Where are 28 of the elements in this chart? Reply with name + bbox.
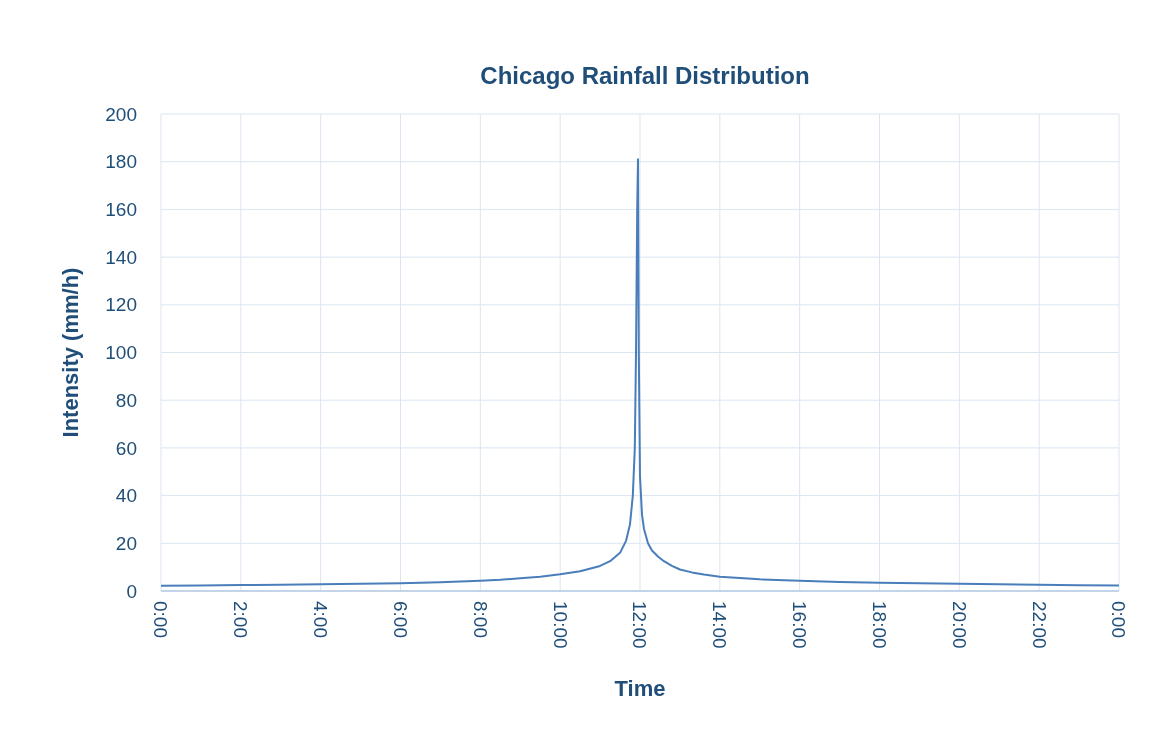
y-tick-label: 80 xyxy=(115,389,137,411)
x-tick-label: 14:00 xyxy=(709,601,731,649)
x-tick-label: 0:00 xyxy=(150,601,172,638)
line-series xyxy=(160,158,1120,587)
y-tick-label: 0 xyxy=(126,580,137,602)
y-tick-label: 200 xyxy=(105,103,137,125)
x-tick-label: 16:00 xyxy=(789,601,811,649)
x-tick-label: 12:00 xyxy=(629,601,651,649)
y-tick-label: 120 xyxy=(105,294,137,316)
x-tick-label: 10:00 xyxy=(549,601,571,649)
x-tick-label: 22:00 xyxy=(1028,601,1050,649)
y-tick-label: 100 xyxy=(105,342,137,364)
y-tick-label: 60 xyxy=(115,437,137,459)
y-tick-label: 20 xyxy=(115,532,137,554)
y-tick-label: 40 xyxy=(115,485,137,507)
x-tick-label: 8:00 xyxy=(469,601,491,638)
x-tick-label: 0:00 xyxy=(1108,601,1130,638)
y-tick-label: 140 xyxy=(105,246,137,268)
x-tick-label: 6:00 xyxy=(389,601,411,638)
x-tick-label: 4:00 xyxy=(310,601,332,638)
y-axis-title: Intensity (mm/h) xyxy=(58,267,83,438)
chart-title: Chicago Rainfall Distribution xyxy=(480,62,810,89)
y-tick-label: 180 xyxy=(105,151,137,173)
x-tick-label: 20:00 xyxy=(948,601,970,649)
x-tick-label: 2:00 xyxy=(230,601,252,638)
y-tick-label: 160 xyxy=(105,199,137,221)
x-tick-label: 18:00 xyxy=(868,601,890,649)
x-axis-title: Time xyxy=(614,676,666,701)
